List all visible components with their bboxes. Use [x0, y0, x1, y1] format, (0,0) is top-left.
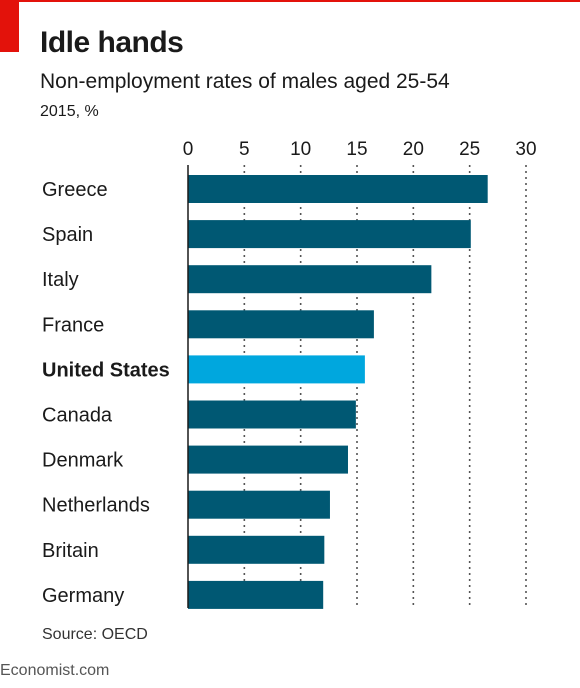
- x-tick-labels: 0 5 10 15 20 25 30: [183, 139, 537, 160]
- chart-subtitle: Non-employment rates of males aged 25-54: [40, 70, 450, 93]
- brand-red-tag: [0, 0, 19, 52]
- bar-spain: [188, 220, 471, 249]
- x-tick-label: 15: [346, 139, 367, 160]
- brand-footer: Economist.com: [0, 662, 110, 679]
- top-rule: [0, 0, 580, 2]
- x-tick-label: 25: [459, 139, 480, 160]
- category-label: Denmark: [42, 450, 124, 472]
- x-tick-label: 0: [183, 139, 194, 160]
- category-label: Germany: [42, 585, 124, 607]
- bar-greece: [188, 175, 488, 203]
- category-label: United States: [42, 359, 170, 381]
- bar-germany: [188, 580, 324, 609]
- x-tick-label: 5: [239, 139, 250, 160]
- bars: [188, 175, 488, 609]
- category-label: Netherlands: [42, 495, 150, 517]
- category-label: Canada: [42, 405, 113, 427]
- x-tick-label: 30: [515, 139, 536, 160]
- x-tick-label: 10: [290, 139, 311, 160]
- category-label: France: [42, 314, 104, 336]
- category-label: Britain: [42, 540, 99, 562]
- chart-title: Idle hands: [40, 26, 184, 59]
- category-labels: Greece Spain Italy France United States Canad…: [42, 179, 170, 607]
- bar-united-states: [188, 355, 365, 384]
- category-label: Greece: [42, 179, 108, 201]
- bar-netherlands: [188, 490, 330, 519]
- bar-canada: [188, 400, 356, 429]
- category-label: Italy: [42, 269, 79, 291]
- chart-unit: 2015, %: [40, 103, 99, 120]
- source-note: Source: OECD: [42, 626, 148, 643]
- bar-denmark: [188, 445, 348, 474]
- x-tick-label: 20: [403, 139, 424, 160]
- bar-italy: [188, 265, 432, 294]
- bar-britain: [188, 535, 325, 564]
- bar-france: [188, 310, 374, 339]
- category-label: Spain: [42, 224, 93, 246]
